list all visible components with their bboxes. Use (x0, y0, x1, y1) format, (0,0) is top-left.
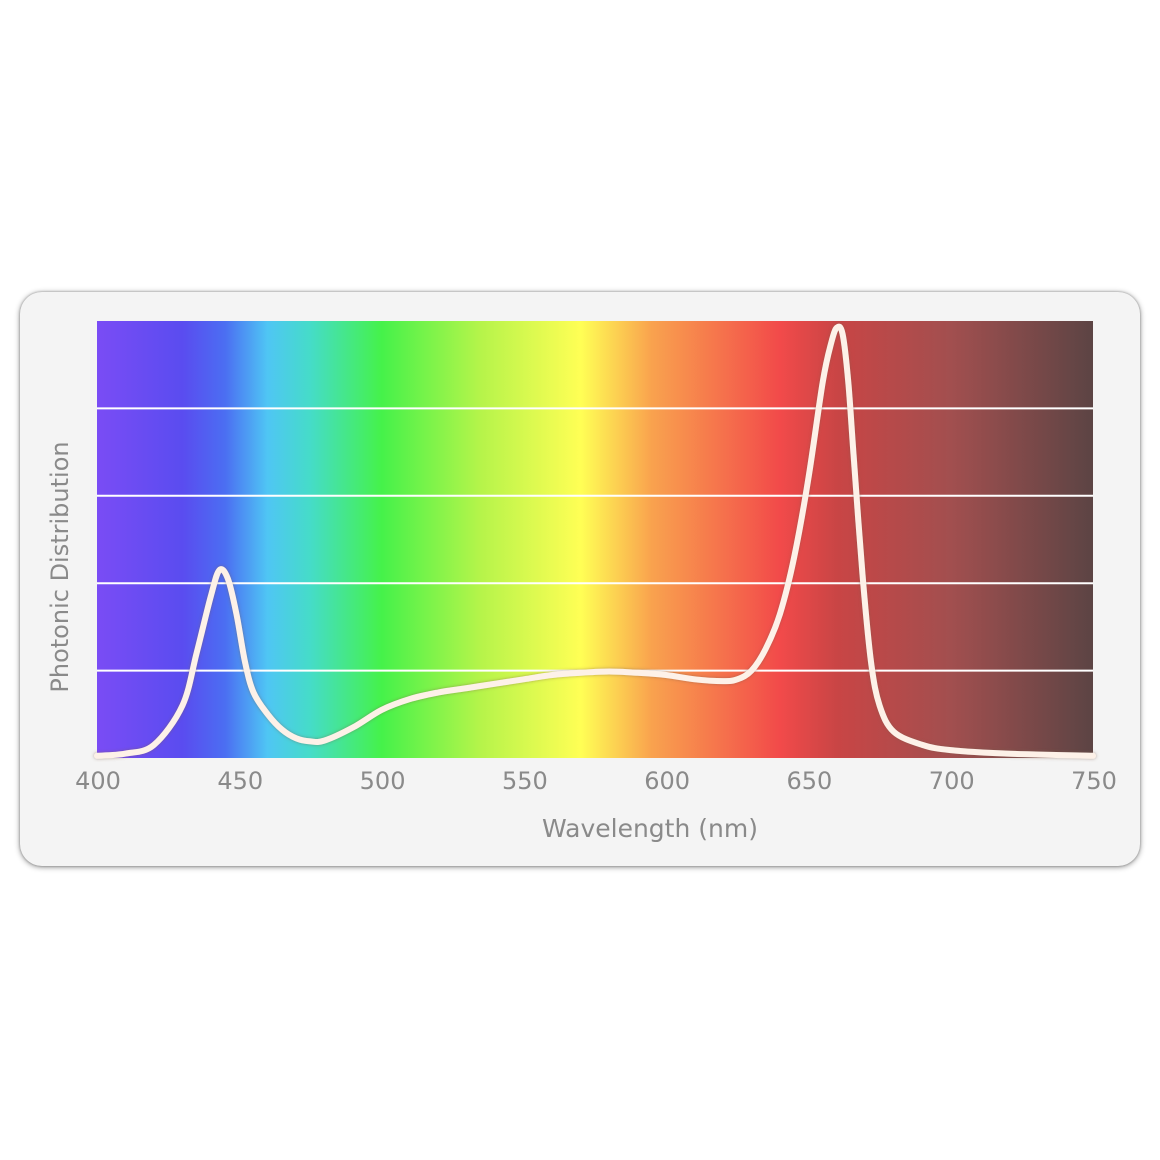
x-tick-label: 550 (502, 767, 548, 795)
spectrum-chart: 400 450 500 550 600 650 700 750 Wavelength (nm)… (46, 321, 1117, 843)
x-tick-label: 600 (644, 767, 690, 795)
x-tick-label: 750 (1071, 767, 1117, 795)
x-tick-labels: 400 450 500 550 600 650 700 750 (75, 767, 1117, 795)
x-tick-label: 700 (929, 767, 975, 795)
chart-card: 400 450 500 550 600 650 700 750 Wavelength (nm)… (20, 292, 1140, 866)
x-tick-label: 500 (360, 767, 406, 795)
x-axis-label: Wavelength (nm) (542, 814, 758, 843)
x-tick-label: 650 (787, 767, 833, 795)
x-tick-label: 450 (217, 767, 263, 795)
spectral-distribution-line (94, 323, 1096, 759)
x-tick-label: 400 (75, 767, 121, 795)
y-axis-label: Photonic Distribution (46, 441, 74, 692)
spectrum-background (97, 321, 1093, 758)
